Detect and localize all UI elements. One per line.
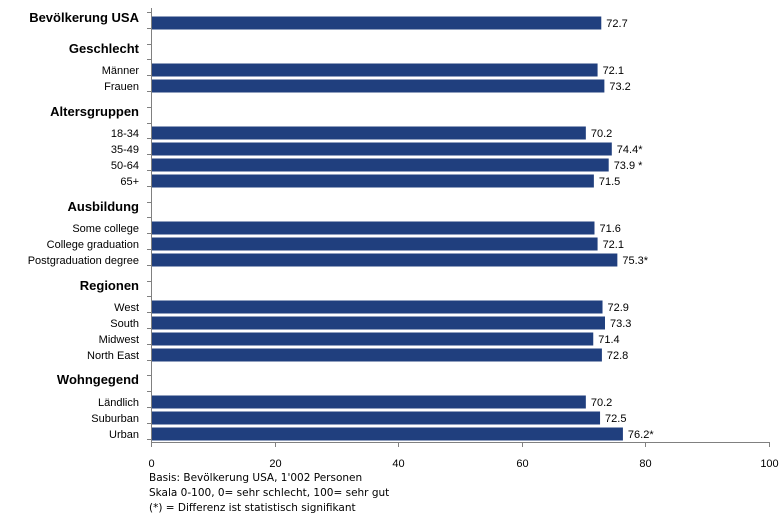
bar <box>152 126 586 140</box>
bar <box>152 142 612 156</box>
bar <box>152 395 586 409</box>
group-title: Bevölkerung USA <box>29 10 139 25</box>
bar <box>152 427 623 441</box>
value-label: 72.1 <box>603 239 624 251</box>
x-tick-label: 80 <box>639 458 651 470</box>
bar <box>152 411 601 425</box>
category-label: Männer <box>102 65 140 77</box>
bar <box>152 174 594 188</box>
value-label: 74.4* <box>617 144 643 156</box>
group-title: Altersgruppen <box>50 104 139 119</box>
x-tick-label: 0 <box>148 458 154 470</box>
category-label: South <box>110 318 139 330</box>
value-label: 71.5 <box>599 176 620 188</box>
bar <box>152 237 598 251</box>
category-label: West <box>114 302 139 314</box>
value-label: 75.3* <box>622 255 648 267</box>
value-label: 76.2* <box>628 429 654 441</box>
value-label: 73.3 <box>610 318 631 330</box>
group-title: Ausbildung <box>68 199 140 214</box>
category-label: 18-34 <box>111 128 139 140</box>
bar <box>152 158 609 172</box>
bar <box>152 316 605 330</box>
bar <box>152 300 603 314</box>
bar <box>152 332 594 346</box>
x-tick-label: 40 <box>392 458 404 470</box>
group-title: Geschlecht <box>69 41 140 56</box>
value-label: 72.5 <box>605 413 626 425</box>
category-label: Some college <box>72 223 139 235</box>
footnote-basis: Basis: Bevölkerung USA, 1'002 Personen <box>149 472 363 484</box>
category-label: Suburban <box>91 413 139 425</box>
chart-footnotes: Basis: Bevölkerung USA, 1'002 Personen S… <box>149 471 389 516</box>
bar <box>152 348 602 362</box>
footnote-significance: (*) = Differenz ist statistisch signifik… <box>149 502 356 514</box>
group-title: Regionen <box>80 278 139 293</box>
category-label: College graduation <box>47 239 139 251</box>
value-label: 70.2 <box>591 397 612 409</box>
x-tick-label: 20 <box>269 458 281 470</box>
category-label: Midwest <box>99 334 139 346</box>
x-tick-label: 60 <box>516 458 528 470</box>
category-label: Postgraduation degree <box>28 255 139 267</box>
bar <box>152 79 605 93</box>
bar <box>152 63 598 77</box>
category-label: 35-49 <box>111 144 139 156</box>
bar <box>152 16 602 30</box>
x-tick-label: 100 <box>760 458 778 470</box>
value-label: 72.7 <box>606 18 627 30</box>
group-title: Wohngegend <box>57 372 139 387</box>
category-label: North East <box>87 350 139 362</box>
value-label: 70.2 <box>591 128 612 140</box>
value-label: 73.2 <box>609 81 630 93</box>
category-label: 65+ <box>120 176 139 188</box>
value-label: 72.8 <box>607 350 628 362</box>
value-label: 72.9 <box>608 302 629 314</box>
category-label: Urban <box>109 429 139 441</box>
footnote-scale: Skala 0-100, 0= sehr schlecht, 100= sehr… <box>149 487 390 499</box>
category-label: Frauen <box>104 81 139 93</box>
bar-chart: 0 20 40 60 80 100 Bevölkerung USA 72.7 Geschlech… <box>28 8 779 470</box>
bar <box>152 221 595 235</box>
value-label: 73.9 * <box>614 160 643 172</box>
value-label: 71.4 <box>598 334 619 346</box>
bar <box>152 253 618 267</box>
value-label: 72.1 <box>603 65 624 77</box>
category-label: Ländlich <box>98 397 139 409</box>
category-label: 50-64 <box>111 160 139 172</box>
value-label: 71.6 <box>599 223 620 235</box>
